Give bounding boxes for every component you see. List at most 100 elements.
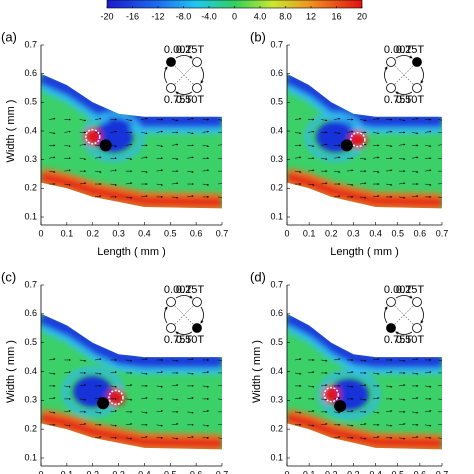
velocity-arrow: [411, 436, 419, 439]
velocity-arrow: [64, 130, 71, 133]
velocity-arrow: [320, 182, 328, 185]
velocity-arrow: [398, 423, 406, 426]
velocity-arrow: [411, 411, 419, 414]
phase-diag: [170, 61, 198, 89]
velocity-arrow: [202, 410, 210, 413]
velocity-arrow: [95, 117, 102, 120]
velocity-arrow: [385, 424, 393, 427]
x-tick-label: 0.5: [391, 469, 404, 474]
y-axis-label: Width ( mm ): [251, 340, 263, 403]
x-tick-label: 0.2: [86, 469, 99, 474]
velocity-arrow: [294, 170, 302, 173]
x-tick-label: 0.3: [347, 469, 360, 474]
x-axis-label: Length ( mm ): [330, 246, 398, 258]
colorbar-tick-label: -8.0: [176, 11, 192, 21]
velocity-arrow: [125, 182, 133, 185]
phase-label: 0.75T: [164, 334, 192, 346]
velocity-arrow: [424, 169, 432, 172]
x-tick-label: 0.4: [369, 469, 382, 474]
velocity-arrow: [187, 195, 194, 198]
colorbar-tick-label: 12: [306, 11, 316, 21]
phase-label: 0.00T: [384, 284, 412, 296]
x-tick-label: 0.7: [216, 469, 229, 474]
particle: [334, 400, 347, 413]
velocity-arrow: [372, 372, 380, 375]
x-tick-label: 0: [284, 228, 289, 238]
velocity-arrow: [95, 170, 102, 173]
velocity-arrow: [385, 410, 393, 413]
velocity-arrow: [346, 183, 354, 186]
velocity-arrow: [307, 371, 315, 374]
velocity-arrow: [187, 117, 194, 120]
phase-position: [166, 83, 176, 93]
velocity-arrow: [217, 119, 222, 121]
velocity-arrow: [294, 156, 302, 159]
velocity-arrow: [156, 410, 164, 413]
velocity-arrow: [125, 119, 133, 122]
velocity-arrow: [48, 156, 56, 159]
phase-position: [192, 323, 202, 333]
velocity-arrow: [64, 371, 71, 374]
phase-label: 0.25T: [396, 44, 424, 56]
x-tick-label: 0.6: [190, 469, 203, 474]
velocity-arrow: [385, 385, 393, 388]
phase-position: [412, 323, 422, 333]
velocity-arrow: [333, 170, 341, 173]
x-tick-label: 0.5: [164, 228, 177, 238]
velocity-arrow: [187, 436, 194, 439]
velocity-arrow: [95, 358, 102, 361]
velocity-arrow: [333, 117, 341, 120]
velocity-arrow: [385, 183, 393, 186]
panel-label: (b): [250, 29, 266, 44]
x-tick-label: 0.6: [414, 228, 427, 238]
velocity-arrow: [333, 436, 341, 439]
y-tick-label: 0.3: [270, 154, 283, 164]
velocity-arrow: [217, 423, 222, 426]
velocity-arrow: [320, 398, 328, 401]
colorbar-tick-label: 20: [357, 11, 367, 21]
velocity-arrow: [156, 169, 164, 172]
x-tick-label: 0.1: [61, 228, 74, 238]
velocity-arrow: [156, 424, 164, 427]
phase-arrow: [200, 306, 204, 324]
x-tick-label: 0.7: [436, 469, 449, 474]
y-tick-label: 0.3: [24, 395, 37, 405]
bottom-core: [41, 173, 222, 206]
velocity-arrow: [359, 384, 367, 387]
flow-field: [41, 73, 222, 209]
particle: [340, 139, 353, 152]
velocity-arrow: [398, 182, 406, 185]
phase-position: [166, 297, 176, 307]
phase-label: 0.75T: [164, 94, 192, 106]
velocity-arrow: [333, 372, 341, 375]
velocity-arrow: [294, 117, 302, 120]
colorbar-tick-label: -16: [126, 11, 139, 21]
velocity-arrow: [48, 195, 56, 198]
velocity-arrow: [125, 423, 133, 426]
velocity-arrow: [141, 411, 148, 414]
velocity-arrow: [294, 358, 302, 361]
phase-arrow: [420, 306, 424, 324]
velocity-arrow: [437, 384, 442, 387]
velocity-arrow: [307, 145, 315, 148]
phase-arrow: [164, 306, 168, 324]
x-tick-label: 0.4: [138, 469, 151, 474]
velocity-arrow: [110, 424, 117, 427]
velocity-arrow: [372, 170, 380, 173]
velocity-arrow: [64, 183, 71, 186]
phase-diag: [390, 61, 418, 89]
velocity-arrow: [424, 145, 432, 148]
velocity-arrow: [385, 371, 393, 374]
colorbar-tick-label: 8.0: [279, 11, 292, 21]
y-tick-label: 0.1: [270, 211, 283, 221]
velocity-arrow: [48, 411, 56, 414]
y-tick-label: 0.7: [270, 279, 283, 289]
bubble-outline: [323, 386, 340, 403]
velocity-arrow: [217, 144, 222, 146]
velocity-arrow: [141, 372, 148, 375]
velocity-arrow: [307, 183, 315, 186]
velocity-arrow: [187, 156, 194, 159]
x-tick-label: 0.2: [325, 228, 338, 238]
panel-label: (c): [1, 269, 16, 284]
velocity-arrow: [333, 411, 341, 414]
